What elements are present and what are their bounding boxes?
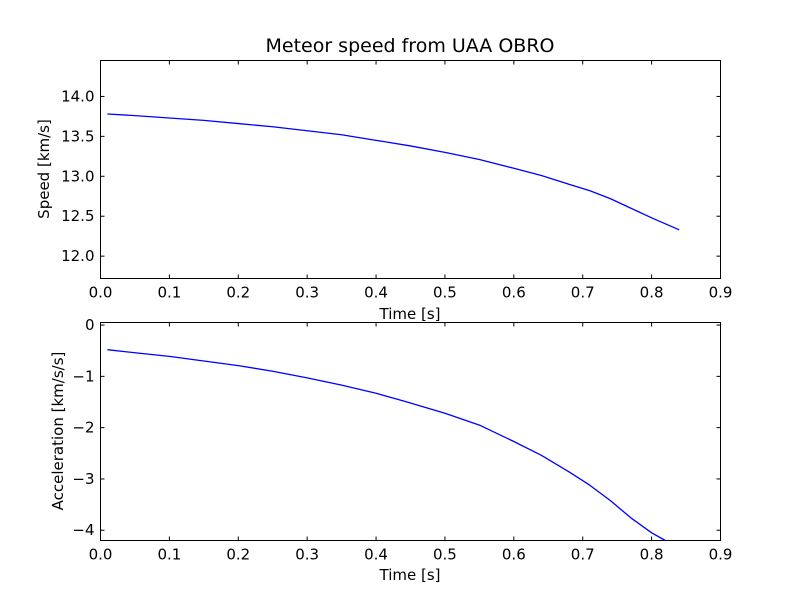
- acceleration-x-tick-label: 0.3: [295, 546, 319, 564]
- acceleration-x-tick-label: 0.4: [364, 546, 388, 564]
- acceleration-x-tick-label: 0.8: [640, 546, 664, 564]
- speed-x-tick-label: 0.6: [502, 284, 526, 302]
- acceleration-y-tick-label: −4: [72, 521, 94, 539]
- acceleration-x-tick-label: 0.1: [157, 546, 181, 564]
- acceleration-y-tick-label: −1: [72, 367, 94, 385]
- speed-y-tick-label: 13.5: [61, 127, 94, 145]
- acceleration-chart: 0.0 0.1 0.2 0.3 0.4 0.5 0.6 0.7 0.8 0.9 −4−3−2−10…: [49, 316, 732, 584]
- speed-x-tick-label: 0.1: [157, 284, 181, 302]
- speed-x-tick-label: 0.3: [295, 284, 319, 302]
- speed-series: [107, 113, 680, 231]
- speed-y-tick-label: 12.5: [61, 207, 94, 225]
- acceleration-plot-frame: [100, 322, 721, 541]
- speed-y-tick-label: 14.0: [61, 87, 94, 105]
- speed-plot-frame: [100, 60, 721, 279]
- acceleration-x-tick-label: 0.0: [89, 546, 113, 564]
- speed-x-tick-label: 0.8: [640, 284, 664, 302]
- acceleration-x-tick-label: 0.5: [433, 546, 457, 564]
- acceleration-x-tick-label: 0.9: [709, 546, 733, 564]
- speed-x-axis-label: Time [s]: [379, 305, 441, 323]
- speed-x-tick-label: 0.9: [709, 284, 733, 302]
- speed-x-tick-label: 0.2: [226, 284, 250, 302]
- speed-y-tick-label: 12.0: [61, 247, 94, 265]
- acceleration-series-line: [107, 349, 666, 542]
- speed-y-axis-label: Speed [km/s]: [35, 119, 53, 219]
- speed-x-tick-label: 0.4: [364, 284, 388, 302]
- speed-y-tick-label: 13.0: [61, 167, 94, 185]
- speed-y-ticks: 12.0 12.5 13.0 13.5 14.0: [61, 87, 721, 265]
- acceleration-series: [107, 349, 666, 542]
- speed-x-tick-label: 0.0: [89, 284, 113, 302]
- acceleration-x-tick-label: 0.2: [226, 546, 250, 564]
- acceleration-y-ticks: −4 −3 −2 −1 0: [72, 316, 721, 539]
- speed-x-tick-label: 0.7: [571, 284, 595, 302]
- speed-x-tick-label: 0.5: [433, 284, 457, 302]
- acceleration-y-tick-label: −2: [72, 419, 94, 437]
- acceleration-x-axis-label: Time [s]: [379, 566, 441, 584]
- speed-x-ticks: 0.0 0.1 0.2 0.3 0.4 0.5 0.6 0.7 0.8 0.9: [89, 60, 733, 302]
- acceleration-y-tick-label: −3: [72, 470, 94, 488]
- speed-series-line: [107, 113, 680, 231]
- chart-title: Meteor speed from UAA OBRO: [265, 35, 554, 57]
- speed-chart: 0.0 0.1 0.2 0.3 0.4 0.5 0.6 0.7 0.8 0.9 12.012.51…: [35, 35, 732, 323]
- acceleration-x-tick-label: 0.7: [571, 546, 595, 564]
- acceleration-x-tick-label: 0.6: [502, 546, 526, 564]
- acceleration-y-tick-label: 0: [85, 316, 95, 334]
- acceleration-x-ticks: 0.0 0.1 0.2 0.3 0.4 0.5 0.6 0.7 0.8 0.9: [89, 322, 733, 564]
- acceleration-y-axis-label: Acceleration [km/s/s]: [49, 352, 67, 511]
